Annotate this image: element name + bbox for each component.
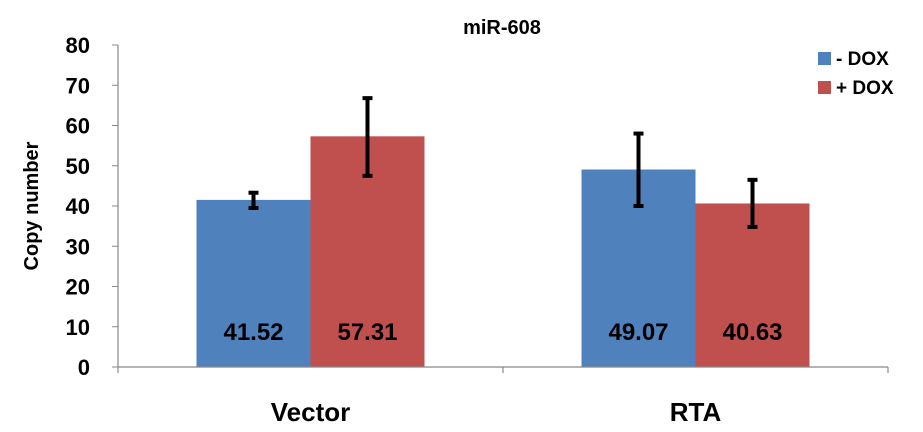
- y-tick-label: 0: [78, 355, 90, 380]
- y-tick-label: 80: [66, 33, 90, 58]
- category-label: RTA: [670, 397, 722, 427]
- data-label: 57.31: [337, 319, 397, 346]
- data-label: 49.07: [608, 319, 668, 346]
- legend-swatch: [818, 81, 831, 94]
- y-tick-labels: 0 10 20 30 40 50 60 70 80: [66, 33, 118, 380]
- chart-title: miR-608: [463, 17, 541, 39]
- y-tick-label: 10: [66, 315, 90, 340]
- bar: [695, 203, 810, 367]
- category-label: Vector: [271, 397, 351, 427]
- axes: [117, 45, 889, 373]
- bar: [196, 199, 311, 367]
- y-tick-label: 70: [66, 73, 90, 98]
- data-label: 41.52: [223, 319, 283, 346]
- category-labels: Vector RTA: [271, 397, 722, 427]
- error-bars: [248, 96, 758, 229]
- data-label: 40.63: [722, 319, 782, 346]
- legend-swatch: [818, 52, 831, 65]
- bars: [196, 136, 810, 367]
- data-labels: 41.52 57.31 49.07 40.63: [223, 319, 782, 346]
- legend-label: + DOX: [836, 78, 894, 99]
- legend: - DOX + DOX: [818, 49, 894, 99]
- y-tick-label: 50: [66, 154, 90, 179]
- legend-label: - DOX: [836, 49, 889, 70]
- y-tick-label: 40: [66, 194, 90, 219]
- y-tick-label: 30: [66, 234, 90, 259]
- y-axis-label: Copy number: [21, 141, 43, 270]
- y-tick-label: 60: [66, 114, 90, 139]
- y-tick-label: 20: [66, 275, 90, 300]
